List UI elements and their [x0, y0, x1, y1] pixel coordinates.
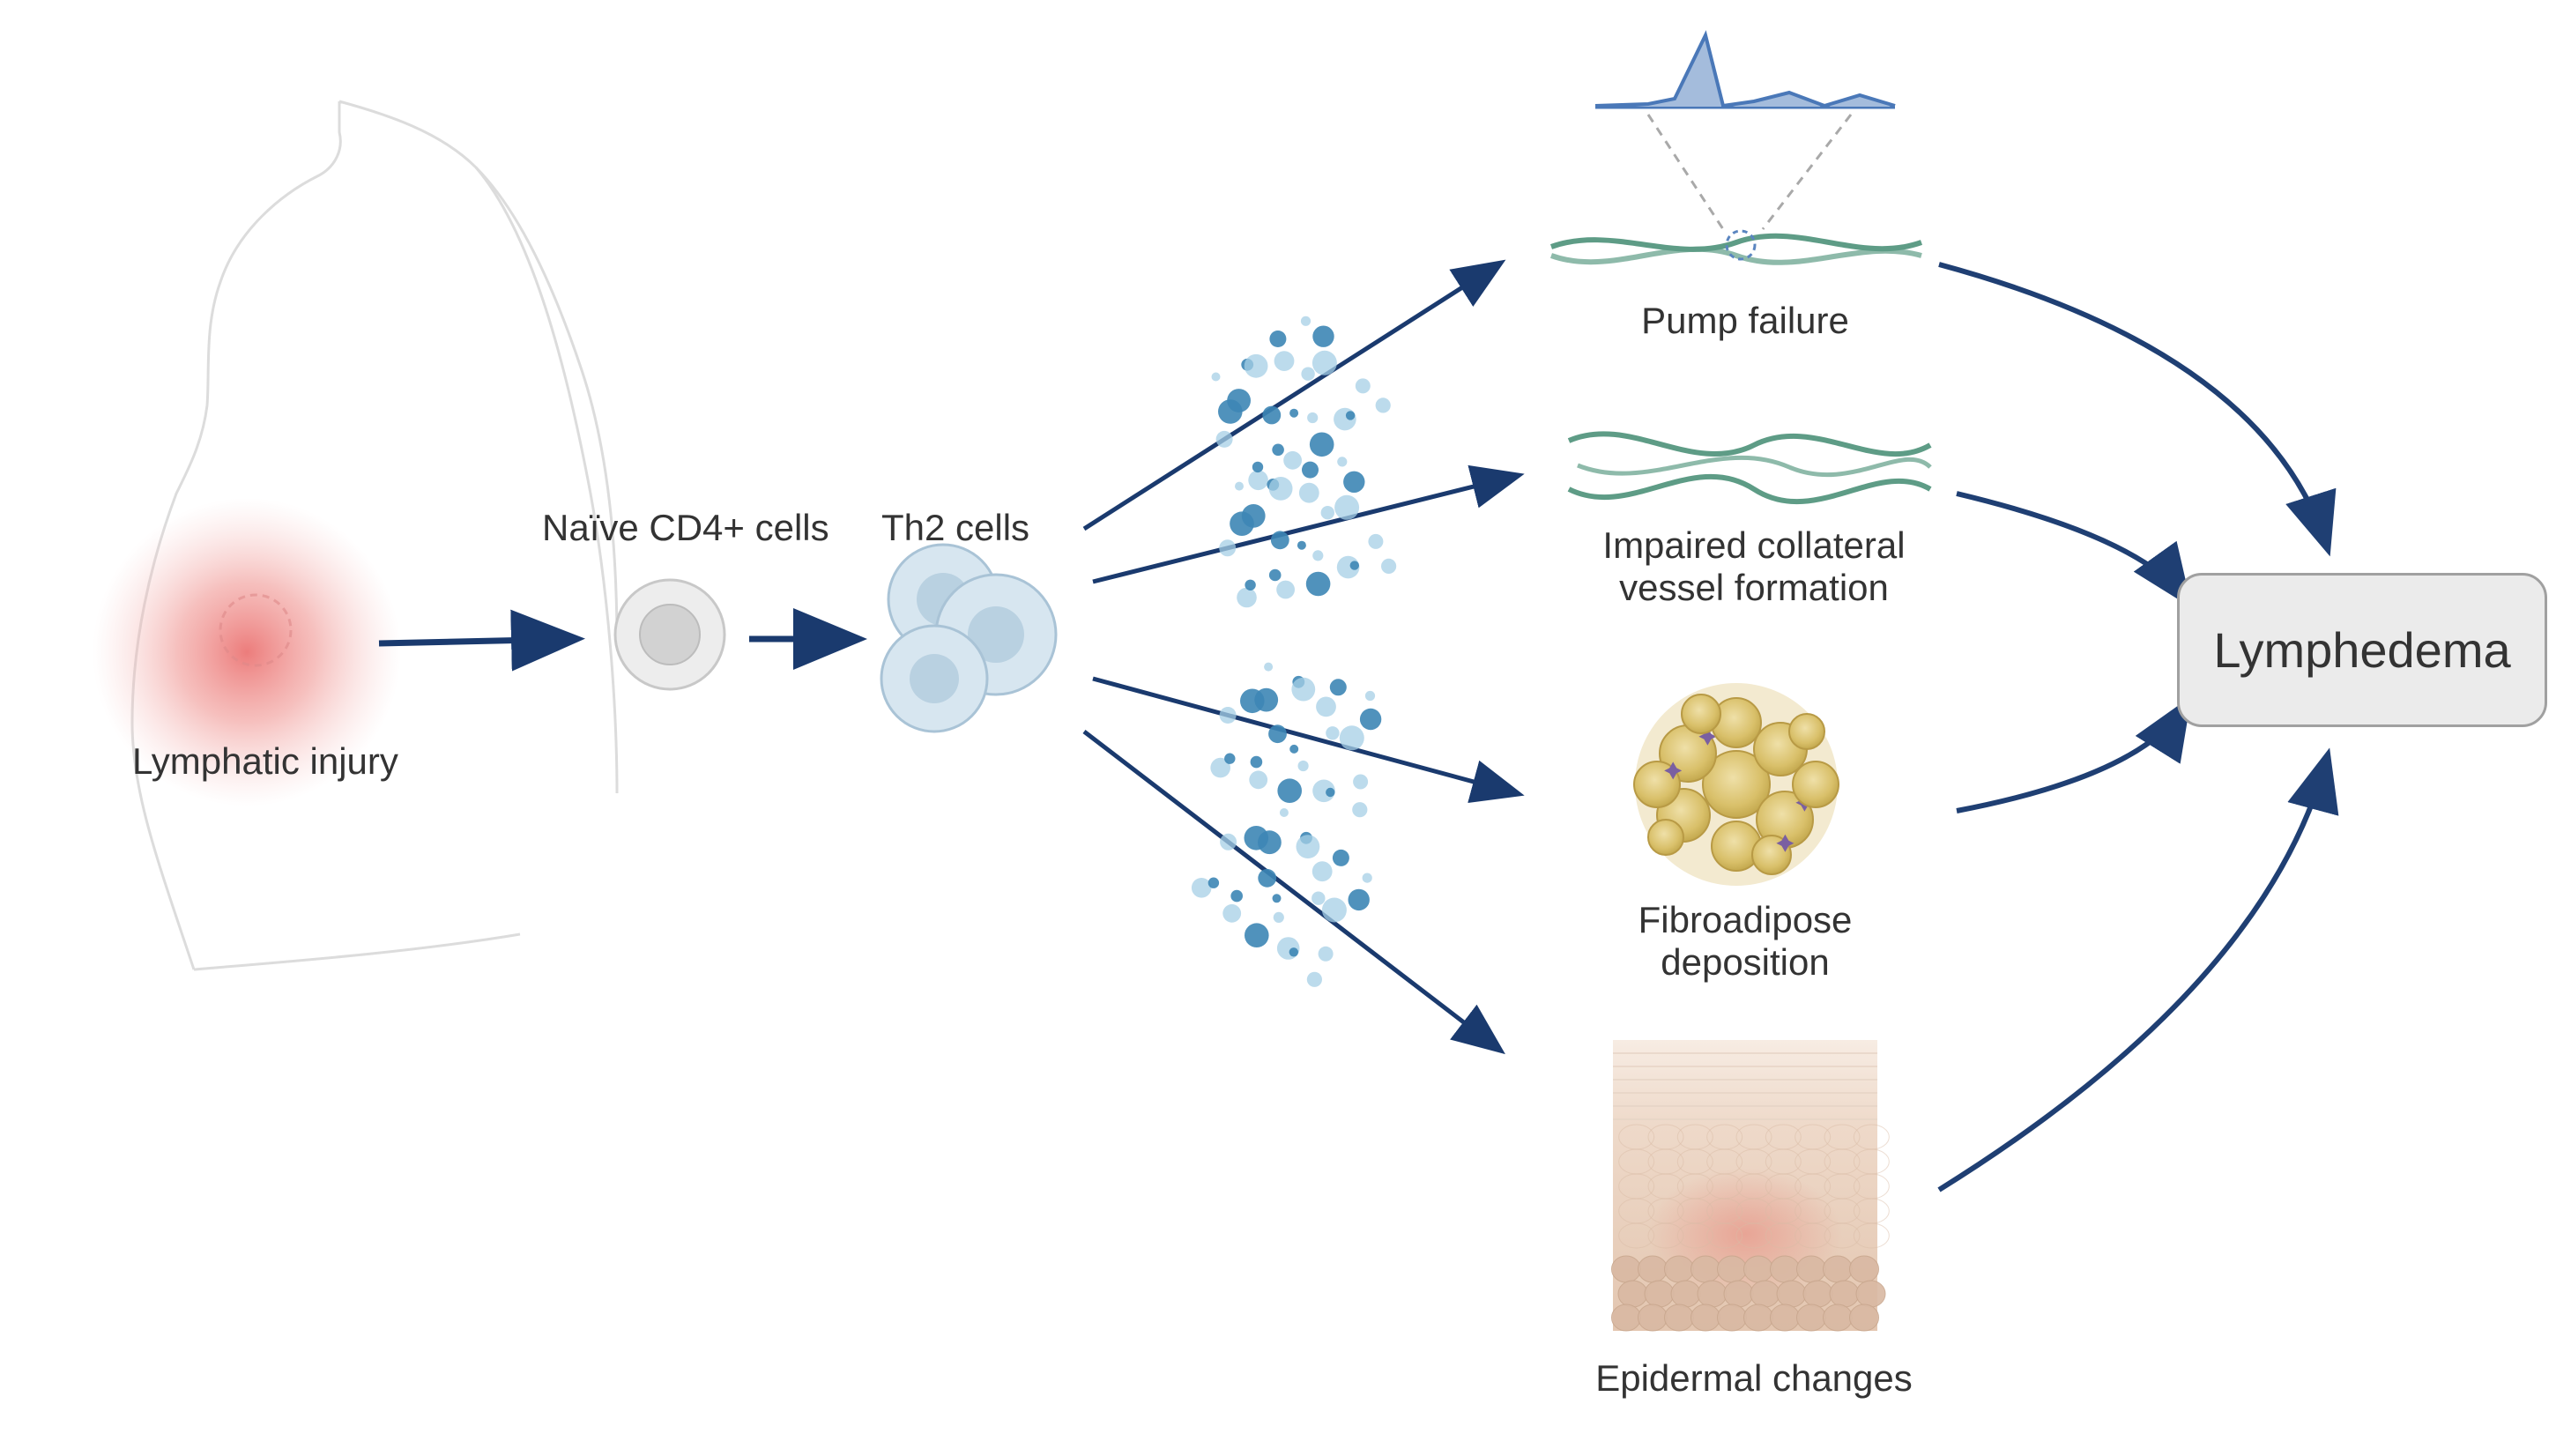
lymphatic-injury-label: Lymphatic injury	[132, 740, 398, 783]
arrow-th2-to-epidermis	[1084, 732, 1498, 1049]
diagram-svg	[0, 0, 2571, 1456]
cytokine-dots-3	[1210, 663, 1381, 818]
epidermal-label: Epidermal changes	[1578, 1357, 1930, 1400]
lymphatic-injury-node-icon	[220, 595, 291, 665]
pump-failure-label: Pump failure	[1631, 300, 1860, 342]
lymphedema-outcome-box: Lymphedema	[2177, 573, 2547, 727]
th2-label: Th2 cells	[881, 507, 1029, 549]
cytokine-dots-4	[1192, 808, 1372, 987]
th2-cells-icon	[881, 545, 1056, 732]
epidermis-icon	[1612, 1040, 1890, 1331]
arrow-injury-to-naive	[379, 639, 573, 643]
impaired-vessel-label: Impaired collateral vessel formation	[1578, 524, 1930, 610]
fibroadipose-icon	[1634, 683, 1839, 886]
naive-cd4-cell-icon	[615, 580, 724, 689]
curve-pump-to-outcome	[1939, 264, 2327, 546]
curve-epidermis-to-outcome	[1939, 758, 2327, 1190]
outcome-label: Lymphedema	[2213, 621, 2510, 679]
impaired-vessel-icon	[1569, 434, 1930, 501]
arrow-th2-to-fibro	[1093, 679, 1516, 793]
naive-cd4-label: Naïve CD4+ cells	[542, 507, 829, 549]
arrow-th2-to-vessel	[1093, 476, 1516, 582]
cytokine-dots-2	[1219, 457, 1396, 607]
pump-failure-icon	[1551, 35, 1921, 263]
cytokine-dots-1	[1212, 316, 1391, 490]
curve-fibro-to-outcome	[1957, 705, 2186, 811]
fibroadipose-label: Fibroadipose deposition	[1631, 899, 1860, 984]
curve-vessel-to-outcome	[1957, 494, 2186, 599]
arrow-th2-to-pump	[1084, 264, 1498, 529]
